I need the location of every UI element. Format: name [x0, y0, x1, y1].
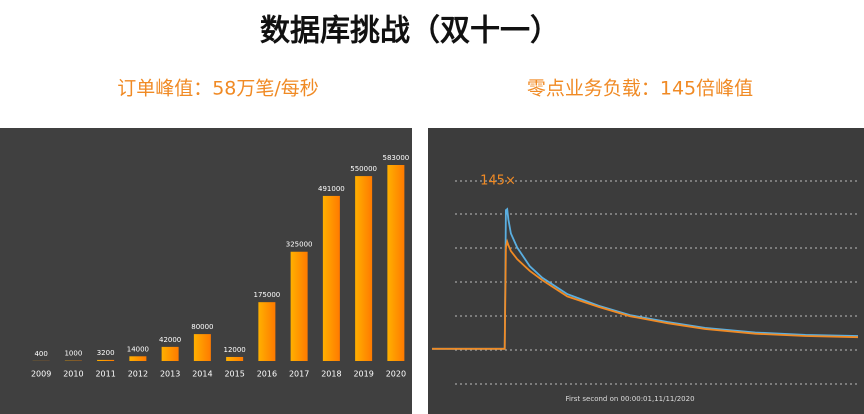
- panel: [428, 128, 864, 414]
- bar: [322, 195, 340, 361]
- data-label: 14000: [127, 345, 149, 353]
- bar: [387, 165, 405, 361]
- bar: [258, 302, 276, 361]
- data-label: 42000: [159, 336, 181, 344]
- line: [432, 238, 859, 350]
- bar: [129, 356, 147, 361]
- panel: [0, 128, 412, 414]
- data-label: 175000: [254, 291, 281, 299]
- x-tick-label: 2016: [257, 370, 277, 379]
- x-tick-label: 2011: [95, 370, 115, 379]
- bar: [290, 251, 308, 361]
- chart-title: 订单峰值：58万笔/每秒: [117, 78, 319, 100]
- data-label: 12000: [223, 346, 245, 354]
- chart-title: 零点业务负载：145倍峰值: [527, 78, 753, 100]
- x-tick-label: 2017: [289, 370, 309, 379]
- x-tick-label: 2010: [63, 370, 83, 379]
- data-label: 491000: [318, 185, 345, 193]
- x-tick-label: 2014: [192, 370, 212, 379]
- x-tick-label: 2018: [321, 370, 341, 379]
- x-tick-label: 2020: [386, 370, 406, 379]
- data-label: 550000: [350, 165, 377, 173]
- slide-title: 数据库挑战（双十一）: [260, 14, 560, 49]
- data-label: 583000: [383, 154, 410, 162]
- data-label: 80000: [191, 323, 213, 331]
- x-tick-label: 2009: [31, 370, 51, 379]
- line: [432, 207, 859, 350]
- data-label: 325000: [286, 241, 313, 249]
- bar: [226, 356, 244, 361]
- x-tick-label: 2012: [128, 370, 148, 379]
- bar: [355, 176, 373, 361]
- bar: [97, 359, 115, 361]
- x-axis-label: First second on 00:00:01,11/11/2020: [565, 395, 694, 403]
- x-tick-label: 2013: [160, 370, 180, 379]
- data-label: 1000: [64, 350, 82, 358]
- grid: [455, 180, 858, 385]
- data-label: 400: [34, 350, 47, 358]
- annotation: 145×: [480, 174, 516, 189]
- bar: [161, 346, 179, 361]
- bar: [193, 334, 211, 361]
- data-label: 3200: [97, 349, 115, 357]
- x-tick-label: 2019: [353, 370, 373, 379]
- x-tick-label: 2015: [224, 370, 244, 379]
